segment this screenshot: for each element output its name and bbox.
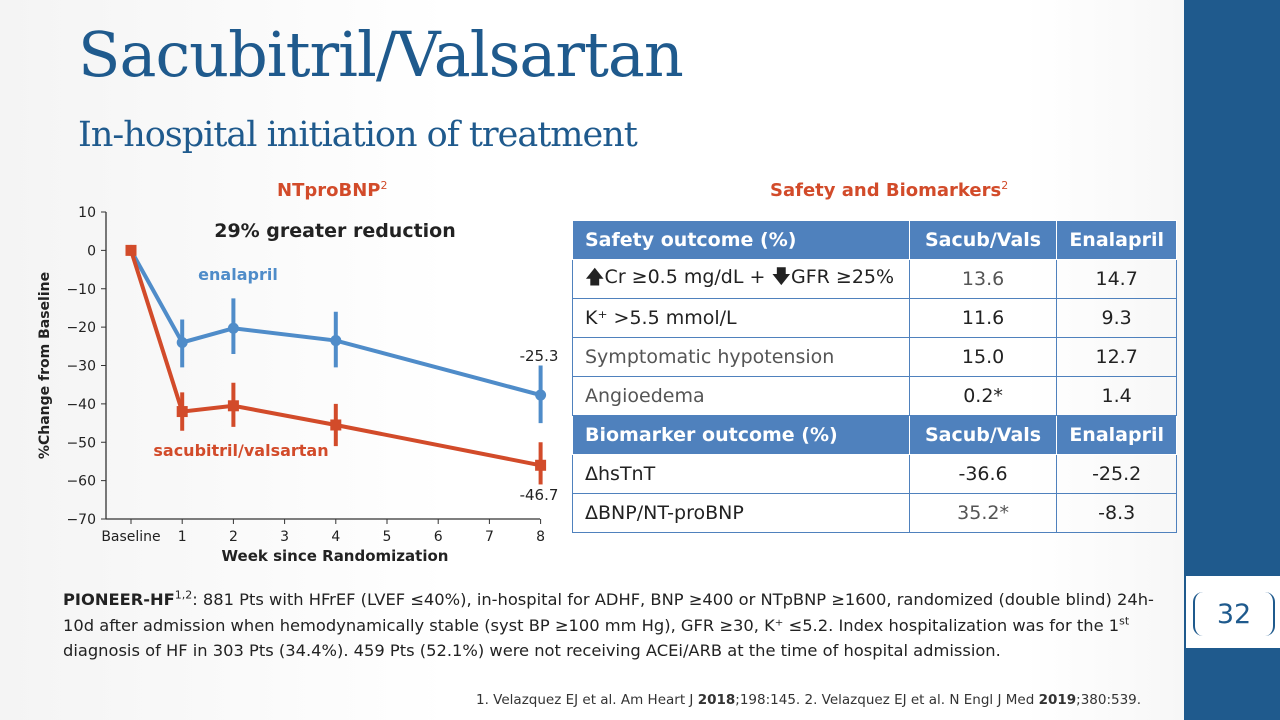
study-description: PIONEER-HF1,2: 881 Pts with HFrEF (LVEF … (63, 588, 1154, 660)
ntprobnp-chart: 10 0 −10 −20 −30 −40 −50 −60 −70 Baseline 1 2 3 4 5 6 7 8… (37, 205, 559, 565)
slide-subtitle: In-hospital initiation of treatment (78, 115, 638, 155)
y-tick-label: −30 (66, 359, 96, 375)
y-tick-label: −50 (66, 435, 96, 451)
end-value-label: -46.7 (520, 486, 559, 504)
row-label: K⁺ >5.5 mmol/L (572, 298, 910, 338)
page-number: 32 (1193, 592, 1275, 636)
header-cell: Biomarker outcome (%) (572, 415, 910, 455)
header-cell: Enalapril (1056, 220, 1177, 260)
cell-sacub: -36.6 (908, 454, 1058, 494)
biomarker-header-row: Biomarker outcome (%) Sacub/Vals Enalapr… (572, 415, 1177, 455)
table-title: Safety and Biomarkers2 (770, 179, 1009, 201)
y-axis-label: %Change from Baseline (37, 272, 53, 459)
table-row: Symptomatic hypotension 15.0 12.7 (572, 337, 1177, 377)
end-value-label: -25.3 (520, 347, 559, 365)
x-tick-label: 5 (383, 529, 392, 545)
table-row: ΔBNP/NT-proBNP 35.2* -8.3 (572, 493, 1177, 533)
chart-title: NTproBNP2 (277, 179, 388, 201)
row-label: ΔhsTnT (572, 454, 910, 494)
y-tick-label: −60 (66, 474, 96, 490)
safety-table: Safety outcome (%) Sacub/Vals Enalapril … (572, 220, 1177, 533)
y-tick-label: 0 (87, 243, 96, 259)
x-tick-label: 8 (536, 529, 545, 545)
cell-enalapril: -25.2 (1056, 454, 1177, 494)
cell-enalapril: 1.4 (1056, 376, 1177, 416)
cell-enalapril: 9.3 (1056, 298, 1177, 338)
cell-sacub: 11.6 (908, 298, 1058, 338)
arrow-down-icon: 🡇 (771, 266, 792, 288)
cell-sacub: 0.2* (908, 376, 1058, 416)
x-tick-label: 6 (434, 529, 443, 545)
data-point (176, 406, 188, 418)
data-point (227, 400, 239, 412)
references: 1. Velazquez EJ et al. Am Heart J 2018;1… (476, 692, 1142, 708)
y-tick-label: −10 (66, 282, 96, 298)
series-label: sacubitril/valsartan (153, 441, 328, 460)
data-point (330, 419, 342, 431)
cell-sacub: 35.2* (908, 493, 1058, 533)
data-point (176, 336, 188, 348)
x-tick-label: 1 (178, 529, 187, 545)
data-point (535, 459, 547, 471)
y-tick-label: −20 (66, 320, 96, 336)
table-row: K⁺ >5.5 mmol/L 11.6 9.3 (572, 298, 1177, 338)
x-tick-label: 4 (331, 529, 340, 545)
cell-enalapril: 14.7 (1056, 259, 1177, 299)
x-tick-label: 7 (485, 529, 494, 545)
table-row: Angioedema 0.2* 1.4 (572, 376, 1177, 416)
row-label: Angioedema (572, 376, 910, 416)
cell-sacub: 15.0 (908, 337, 1058, 377)
cell-enalapril: -8.3 (1056, 493, 1177, 533)
cell-sacub: 13.6 (908, 259, 1058, 299)
header-cell: Safety outcome (%) (572, 220, 910, 260)
data-point (227, 322, 239, 334)
x-axis-label: Week since Randomization (222, 547, 449, 565)
header-cell: Sacub/Vals (908, 415, 1058, 455)
row-label: 🡅Cr ≥0.5 mg/dL + 🡇GFR ≥25% (572, 259, 910, 299)
arrow-up-icon: 🡅 (585, 266, 605, 288)
page-number-box (1186, 576, 1280, 648)
data-point (330, 335, 342, 347)
slide-title: Sacubitril/Valsartan (78, 18, 684, 91)
x-tick-label: Baseline (101, 529, 160, 545)
table-row: ΔhsTnT -36.6 -25.2 (572, 454, 1177, 494)
x-tick-label: 2 (229, 529, 238, 545)
header-cell: Sacub/Vals (908, 220, 1058, 260)
row-label: Symptomatic hypotension (572, 337, 910, 377)
x-tick-label: 3 (280, 529, 289, 545)
data-point (535, 389, 547, 401)
data-point (125, 244, 137, 256)
y-tick-label: −70 (66, 512, 96, 528)
cell-enalapril: 12.7 (1056, 337, 1177, 377)
table-row: 🡅Cr ≥0.5 mg/dL + 🡇GFR ≥25% 13.6 14.7 (572, 259, 1177, 299)
header-cell: Enalapril (1056, 415, 1177, 455)
chart-annotation: 29% greater reduction (214, 220, 456, 242)
row-label: ΔBNP/NT-proBNP (572, 493, 910, 533)
y-tick-label: 10 (78, 205, 96, 221)
safety-header-row: Safety outcome (%) Sacub/Vals Enalapril (572, 220, 1177, 260)
series-label: enalapril (198, 265, 278, 284)
y-tick-label: −40 (66, 397, 96, 413)
